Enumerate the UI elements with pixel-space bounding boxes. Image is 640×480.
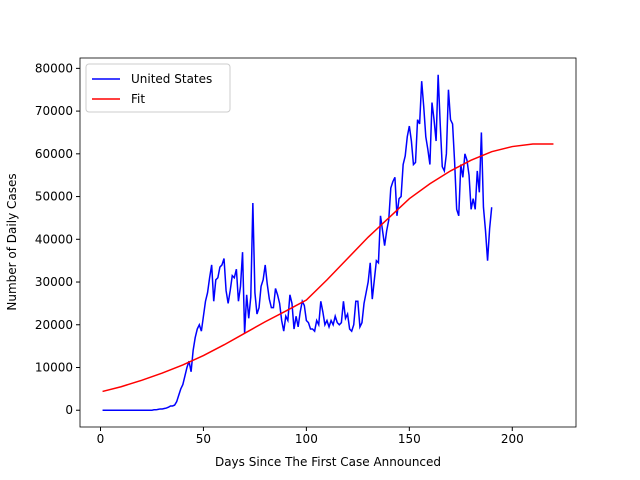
y-axis-label: Number of Daily Cases: [5, 173, 19, 310]
x-tick-label: 100: [295, 432, 318, 446]
x-axis-label: Days Since The First Case Announced: [215, 455, 441, 469]
plot-frame: [79, 57, 577, 428]
y-tick-label: 20000: [35, 318, 73, 332]
x-tick-label: 200: [501, 432, 524, 446]
y-tick-label: 0: [65, 403, 73, 417]
legend-label: Fit: [131, 92, 145, 106]
y-tick-label: 10000: [35, 360, 73, 374]
line: [102, 143, 554, 393]
legend-label: United States: [131, 72, 212, 86]
x-tick-label: 0: [97, 432, 105, 446]
y-tick-label: 50000: [35, 190, 73, 204]
line: [102, 74, 493, 411]
y-tick-label: 40000: [35, 232, 73, 246]
x-tick-label: 150: [398, 432, 421, 446]
y-tick-label: 30000: [35, 275, 73, 289]
x-tick-label: 50: [196, 432, 211, 446]
legend-box: [85, 63, 231, 113]
y-tick-label: 60000: [35, 147, 73, 161]
y-tick-label: 70000: [35, 104, 73, 118]
y-tick-label: 80000: [35, 61, 73, 75]
